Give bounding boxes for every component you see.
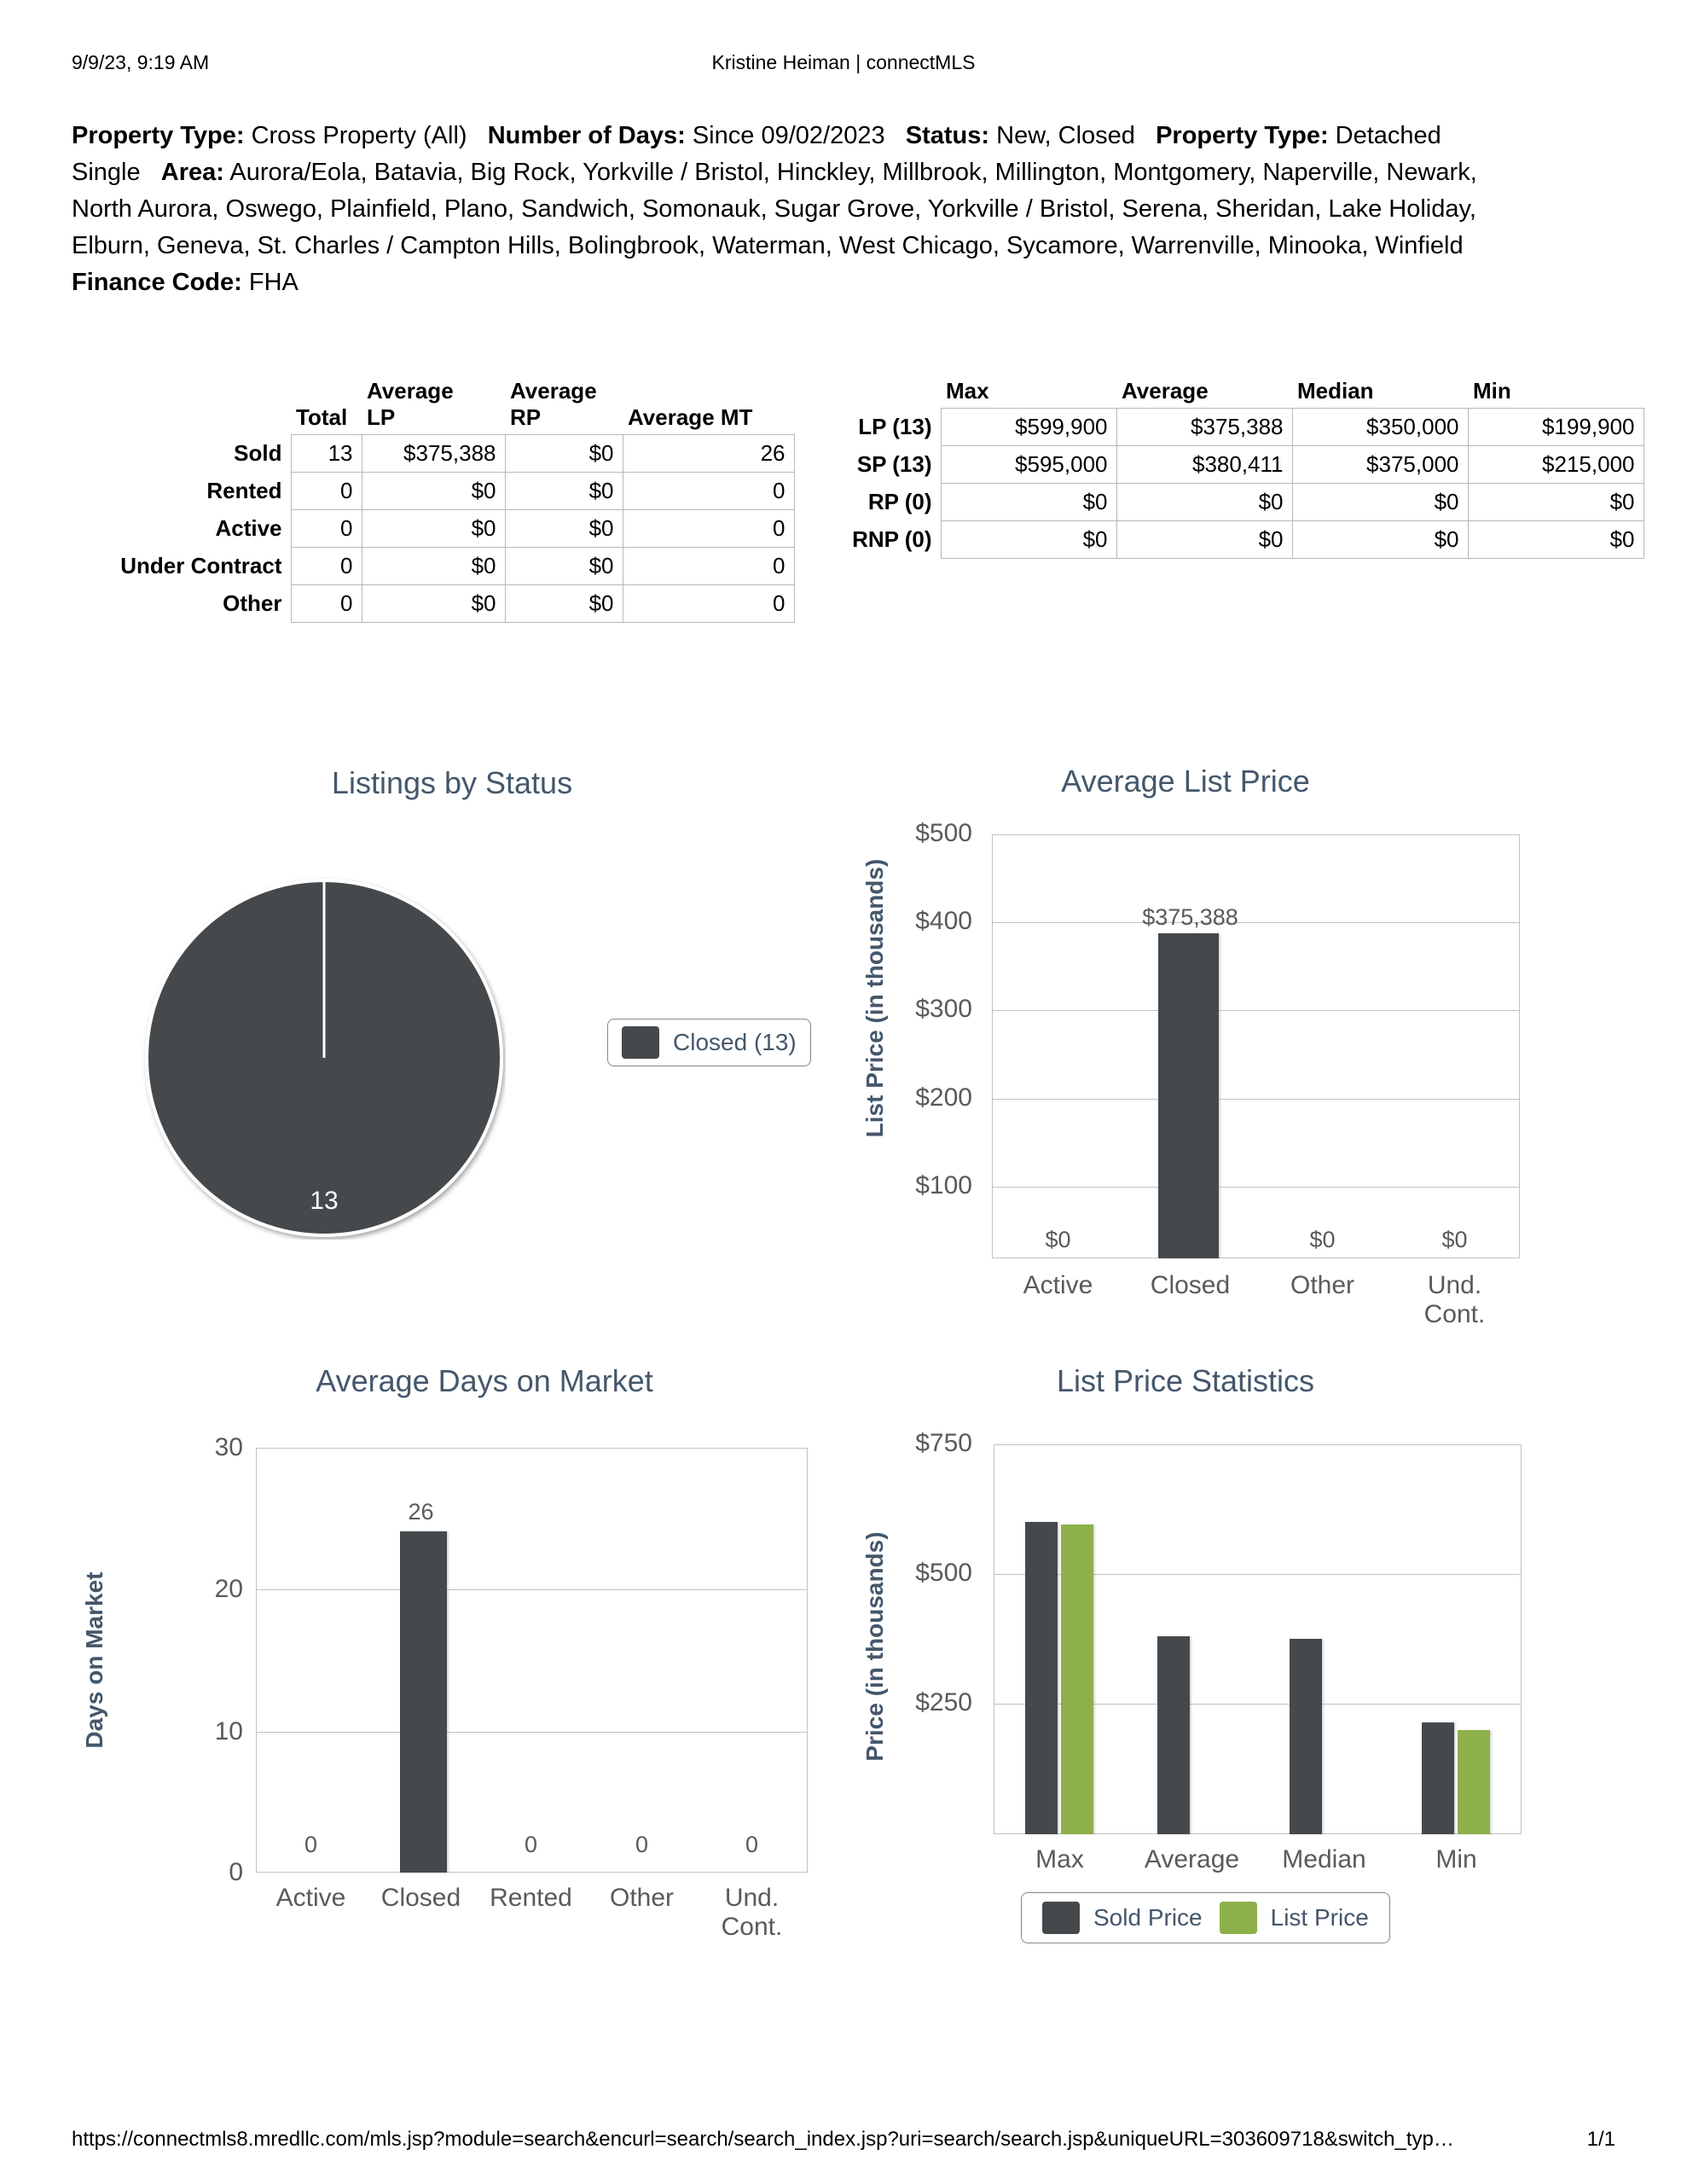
svg-text:13: 13 [310, 1187, 338, 1215]
